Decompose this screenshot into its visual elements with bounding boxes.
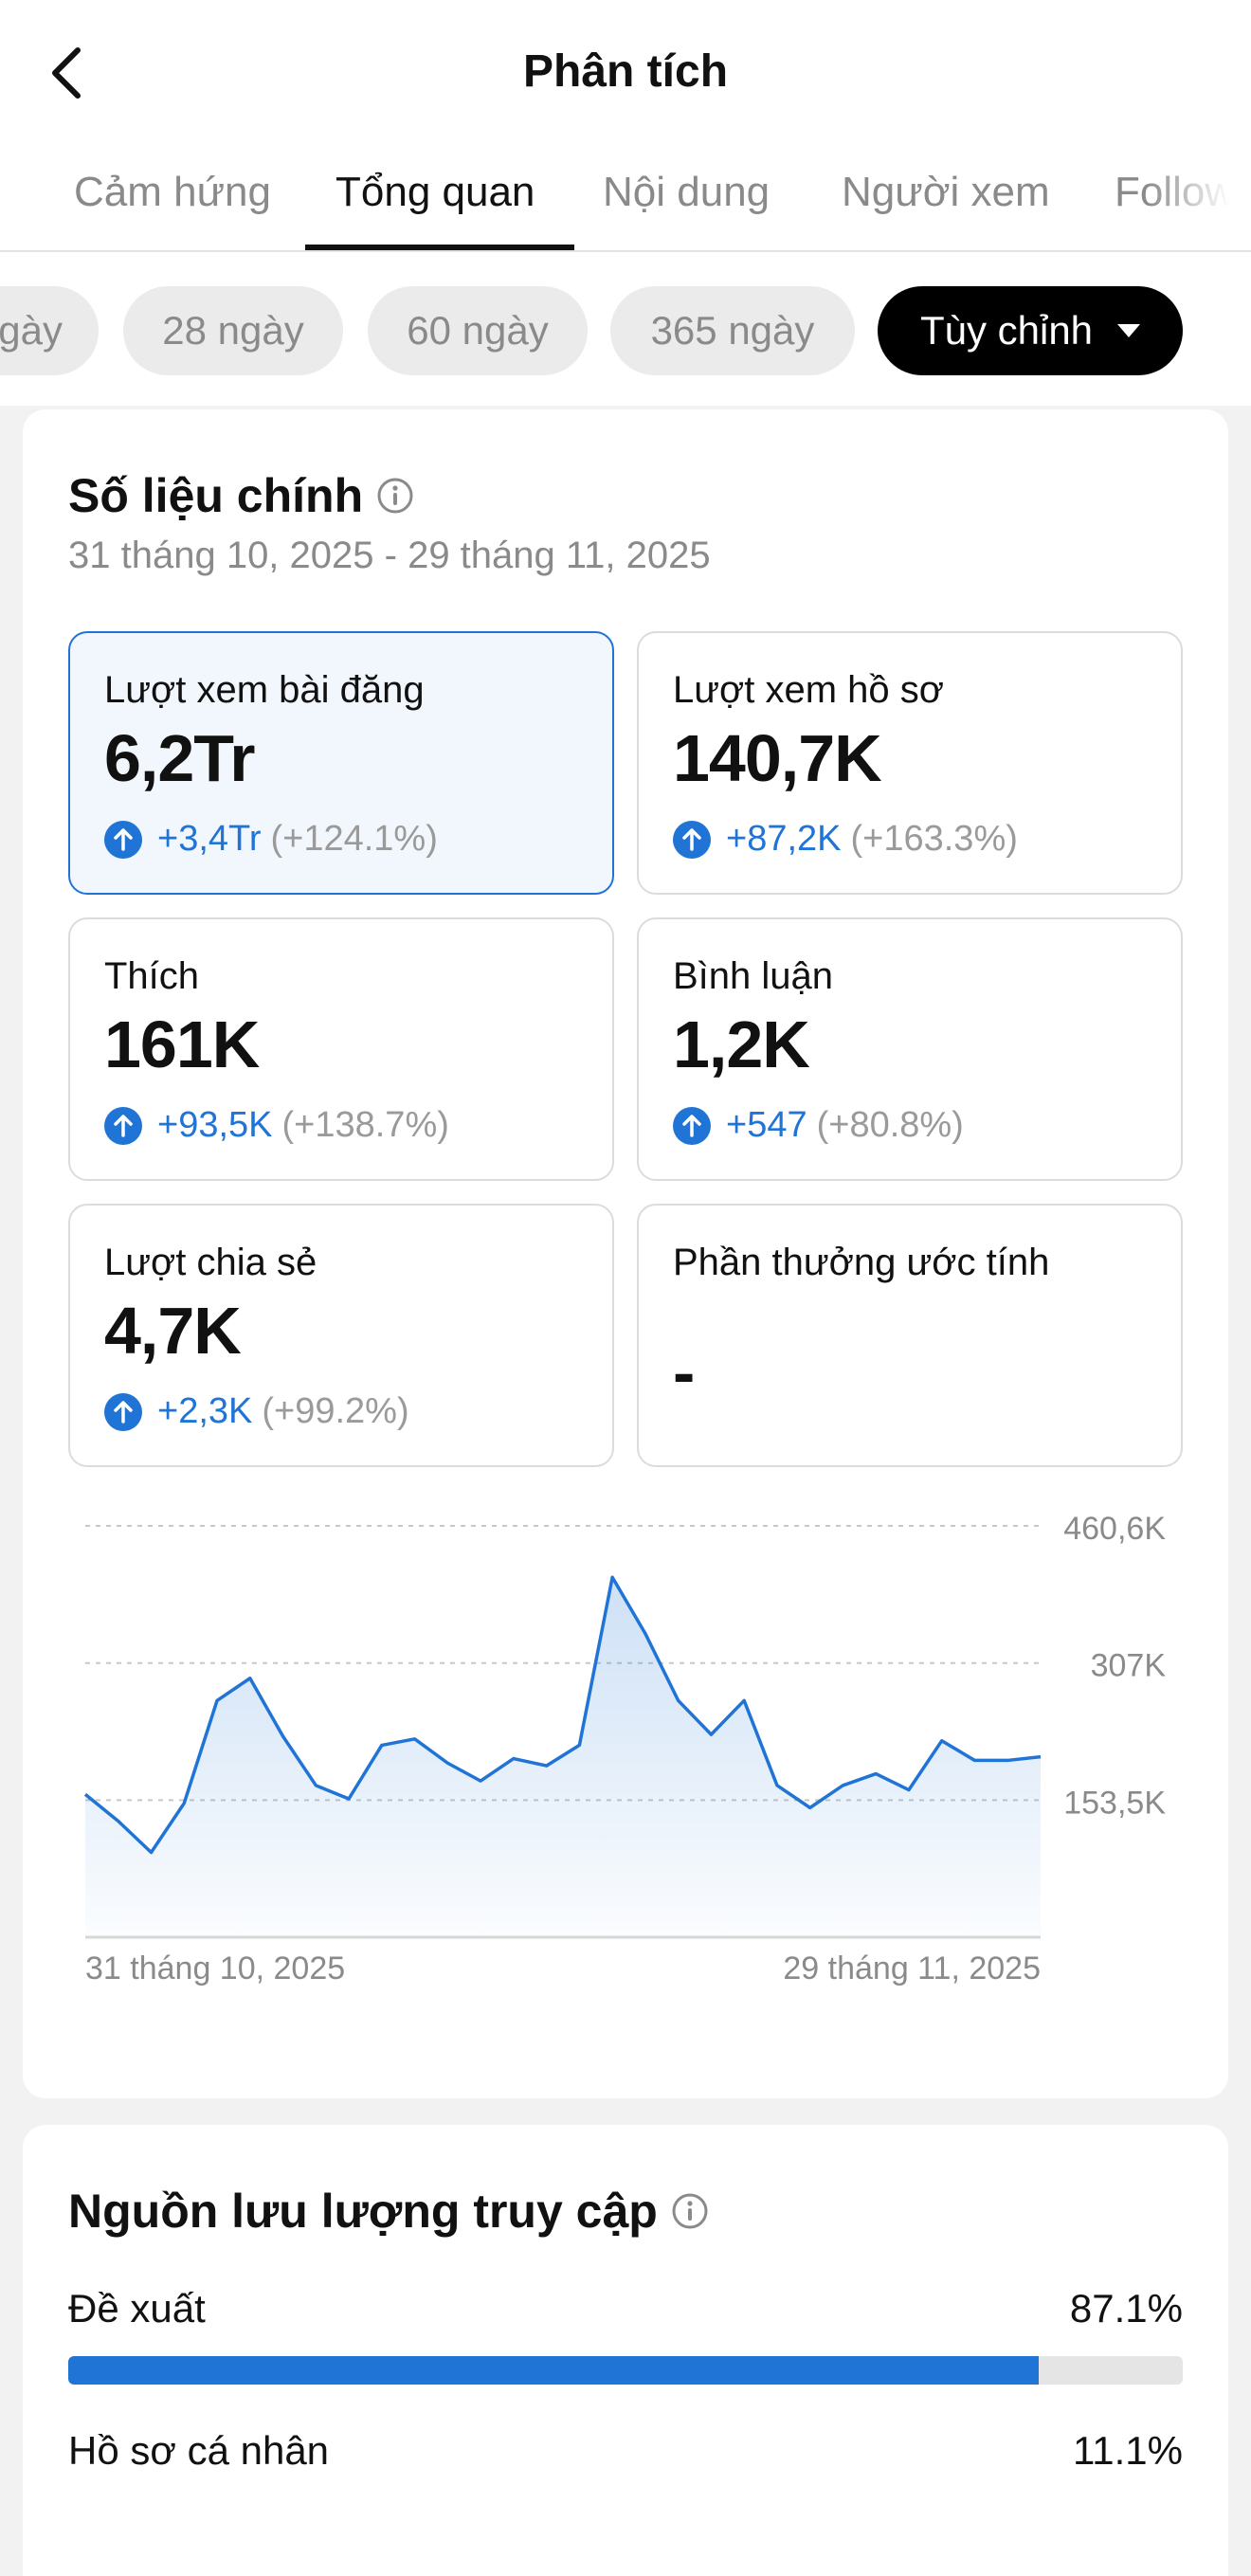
metric-value: 4,7K	[104, 1294, 242, 1368]
metric-change-abs: +87,2K	[726, 819, 842, 859]
chip-7-days[interactable]: 7 ngày	[0, 286, 99, 375]
metric-change-pct: (+99.2%)	[262, 1391, 409, 1431]
caret-down-icon	[1117, 324, 1141, 337]
top-bar: Phân tích Cảm hứng Tổng quan Nội dung Ng…	[0, 0, 1251, 254]
key-metrics-card: Số liệu chính 31 tháng 10, 2025 - 29 thá…	[23, 409, 1228, 2098]
metric-change-abs: +3,4Tr	[157, 819, 262, 859]
tab-fade	[1147, 159, 1251, 245]
traffic-source-value: 11.1%	[1073, 2428, 1183, 2473]
arrow-up-icon	[673, 1106, 711, 1145]
metric-change-abs: +547	[726, 1105, 807, 1145]
traffic-source-value: 87.1%	[1069, 2286, 1183, 2331]
metric-change: +87,2K (+163.3%)	[673, 819, 1018, 860]
info-icon[interactable]	[376, 477, 414, 515]
traffic-title: Nguồn lưu lượng truy cập	[68, 2185, 658, 2238]
metric-label: Bình luận	[673, 955, 834, 997]
tab-divider	[0, 250, 1251, 252]
page-title: Phân tích	[522, 46, 729, 97]
chip-60-days[interactable]: 60 ngày	[368, 286, 588, 375]
metric-change: +93,5K (+138.7%)	[104, 1105, 449, 1146]
metric-shares[interactable]: Lượt chia sẻ 4,7K +2,3K (+99.2%)	[68, 1204, 614, 1467]
traffic-row-profile: Hồ sơ cá nhân 11.1%	[68, 2428, 1183, 2474]
traffic-heading: Nguồn lưu lượng truy cập	[68, 2184, 709, 2239]
metric-post-views[interactable]: Lượt xem bài đăng 6,2Tr +3,4Tr (+124.1%)	[68, 631, 614, 895]
tab-overview[interactable]: Tổng quan	[335, 169, 535, 215]
post-views-chart: 460,6K 307K 153,5K 31 tháng 10, 2025 29 thán…	[83, 1511, 1167, 1986]
metric-change-pct: (+138.7%)	[281, 1105, 449, 1145]
date-range: 31 tháng 10, 2025 - 29 tháng 11, 2025	[68, 535, 711, 576]
traffic-sources-card: Nguồn lưu lượng truy cập Đề xuất 87.1% H…	[23, 2125, 1228, 2576]
tab-bar: Cảm hứng Tổng quan Nội dung Người xem Fo…	[0, 159, 1251, 250]
chip-custom[interactable]: Tùy chỉnh	[878, 286, 1183, 375]
metric-label: Lượt chia sẻ	[104, 1242, 317, 1283]
metric-profile-views[interactable]: Lượt xem hồ sơ 140,7K +87,2K (+163.3%)	[637, 631, 1183, 895]
traffic-bar-recommended	[68, 2356, 1183, 2385]
metric-estimated-rewards[interactable]: Phần thưởng ước tính -	[637, 1204, 1183, 1467]
active-tab-indicator	[305, 245, 574, 250]
metric-label: Thích	[104, 955, 200, 997]
y-tick-label: 307K	[1091, 1648, 1167, 1684]
chevron-left-icon	[52, 47, 81, 99]
metric-label: Lượt xem bài đăng	[104, 669, 425, 711]
back-button[interactable]	[38, 42, 95, 104]
metric-change: +547 (+80.8%)	[673, 1105, 964, 1146]
arrow-up-icon	[104, 1392, 142, 1431]
metric-value: 6,2Tr	[104, 721, 255, 795]
metric-label: Phần thưởng ước tính	[673, 1242, 1050, 1283]
range-chips: 7 ngày 28 ngày 60 ngày 365 ngày Tùy chỉn…	[0, 284, 1251, 375]
series-line	[83, 1575, 1042, 1855]
x-tick-label-start: 31 tháng 10, 2025	[85, 1950, 345, 1986]
tab-content[interactable]: Nội dung	[603, 169, 771, 215]
metric-value: 1,2K	[673, 1007, 810, 1081]
arrow-up-icon	[673, 820, 711, 859]
metric-change-abs: +2,3K	[157, 1391, 253, 1431]
metric-change: +3,4Tr (+124.1%)	[104, 819, 438, 860]
key-metrics-title: Số liệu chính	[68, 469, 364, 522]
metric-change-pct: (+163.3%)	[850, 819, 1018, 859]
traffic-bar-fill	[68, 2356, 1040, 2385]
metric-value: 161K	[104, 1007, 260, 1081]
chip-365-days[interactable]: 365 ngày	[610, 286, 855, 375]
arrow-up-icon	[104, 820, 142, 859]
arrow-up-icon	[104, 1106, 142, 1145]
key-metrics-heading: Số liệu chính	[68, 468, 414, 523]
y-tick-label: 460,6K	[1063, 1511, 1166, 1547]
tab-inspiration[interactable]: Cảm hứng	[74, 169, 271, 215]
metric-value: -	[673, 1335, 695, 1409]
x-tick-label-end: 29 tháng 11, 2025	[783, 1950, 1041, 1986]
chip-28-days[interactable]: 28 ngày	[123, 286, 343, 375]
metric-change-pct: (+124.1%)	[270, 819, 438, 859]
traffic-source-label: Đề xuất	[68, 2286, 206, 2331]
metric-label: Lượt xem hồ sơ	[673, 669, 944, 711]
metric-value: 140,7K	[673, 721, 882, 795]
y-tick-label: 153,5K	[1063, 1785, 1166, 1821]
metric-change-abs: +93,5K	[157, 1105, 273, 1145]
metric-change: +2,3K (+99.2%)	[104, 1391, 409, 1432]
tab-viewers[interactable]: Người xem	[842, 169, 1050, 215]
metric-change-pct: (+80.8%)	[816, 1105, 964, 1145]
chip-custom-label: Tùy chỉnh	[919, 308, 1094, 353]
info-icon[interactable]	[671, 2192, 709, 2230]
traffic-row-recommended: Đề xuất 87.1%	[68, 2286, 1183, 2331]
metric-likes[interactable]: Thích 161K +93,5K (+138.7%)	[68, 917, 614, 1181]
traffic-source-label: Hồ sơ cá nhân	[68, 2428, 330, 2473]
metric-comments[interactable]: Bình luận 1,2K +547 (+80.8%)	[637, 917, 1183, 1181]
